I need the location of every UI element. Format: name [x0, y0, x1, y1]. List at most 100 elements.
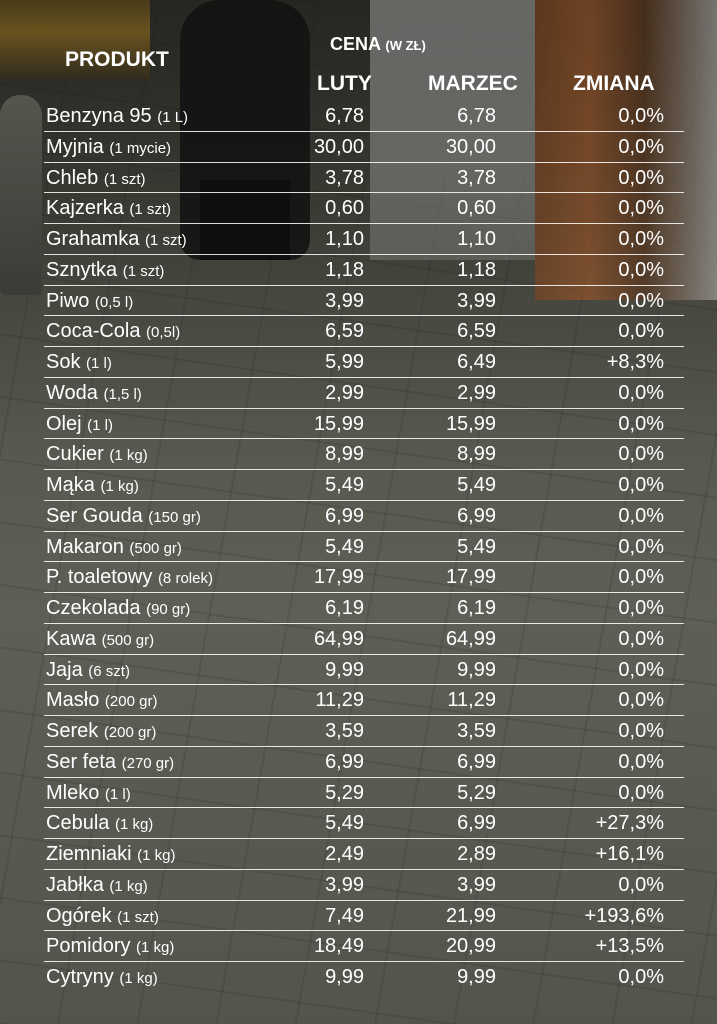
product-unit: (1 szt) [103, 170, 146, 188]
product-name: Woda [46, 381, 98, 404]
product-name: Ogórek [46, 904, 112, 927]
price-marzec-cell: 9,99 [457, 966, 496, 988]
product-name: Olej [46, 412, 82, 435]
price-marzec-cell: 3,99 [457, 289, 496, 312]
price-luty-cell: 17,99 [313, 566, 364, 589]
table-row: Chleb (1 szt) 3,78 3,78 0,0% [44, 163, 684, 194]
table-row: Jabłka (1 kg) 3,99 3,99 0,0% [44, 870, 684, 901]
header-cena: CENA (W ZŁ) [330, 34, 426, 55]
price-luty-cell: 7,49 [325, 904, 364, 927]
price-luty-cell: 18,49 [313, 935, 364, 958]
table-row: Sok (1 l) 5,99 6,49 +8,3% [44, 347, 684, 378]
table-row: Ser feta (270 gr) 6,99 6,99 0,0% [44, 747, 684, 778]
product-name-cell: Cytryny (1 kg) [46, 965, 158, 991]
product-name-cell: Piwo (0,5 l) [46, 289, 133, 315]
product-unit: (1 szt) [117, 908, 159, 926]
product-name-cell: Pomidory (1 kg) [46, 934, 174, 960]
price-marzec-cell: 15,99 [445, 412, 496, 435]
price-marzec-cell: 3,99 [457, 873, 496, 896]
price-marzec-cell: 21,99 [445, 904, 496, 927]
product-unit: (1 kg) [100, 478, 139, 495]
product-name-cell: Czekolada (90 gr) [46, 596, 190, 622]
product-unit: (90 gr) [146, 601, 191, 618]
product-name: Pomidory [46, 935, 131, 958]
product-name: Masło [46, 689, 100, 712]
product-name-cell: Benzyna 95 (1 L) [46, 104, 188, 130]
product-name-cell: Sznytka (1 szt) [46, 258, 164, 284]
price-luty-cell: 6,19 [325, 597, 364, 619]
change-cell: +193,6% [584, 904, 664, 927]
product-name: Makaron [46, 535, 124, 558]
table-row: Kajzerka (1 szt) 0,60 0,60 0,0% [44, 193, 684, 224]
product-name: P. toaletowy [46, 566, 153, 589]
product-name: Piwo [46, 289, 90, 312]
product-unit: (1 szt) [122, 262, 165, 280]
product-name-cell: Coca-Cola (0,5l) [46, 319, 180, 345]
table-row: Pomidory (1 kg) 18,49 20,99 +13,5% [44, 931, 684, 962]
table-row: Masło (200 gr) 11,29 11,29 0,0% [44, 685, 684, 716]
product-name-cell: Cukier (1 kg) [46, 442, 148, 468]
price-luty-cell: 64,99 [313, 627, 364, 650]
header-marzec: MARZEC [428, 72, 518, 95]
product-unit: (500 gr) [129, 539, 182, 557]
product-name: Czekolada [46, 597, 141, 619]
price-luty-cell: 3,99 [325, 289, 364, 312]
price-luty-cell: 5,49 [325, 474, 364, 496]
product-unit: (500 gr) [101, 631, 155, 649]
change-cell: +16,1% [595, 843, 664, 865]
table-row: Cebula (1 kg) 5,49 6,99 +27,3% [44, 808, 684, 839]
product-name: Serek [46, 720, 99, 742]
price-marzec-cell: 5,49 [457, 535, 496, 558]
product-name-cell: Ser Gouda (150 gr) [46, 504, 201, 530]
product-name-cell: Mąka (1 kg) [46, 473, 139, 499]
change-cell: 0,0% [618, 873, 664, 896]
change-cell: 0,0% [618, 566, 664, 589]
table-row: Ziemniaki (1 kg) 2,49 2,89 +16,1% [44, 839, 684, 870]
table-row: Mąka (1 kg) 5,49 5,49 0,0% [44, 470, 684, 501]
product-unit: (1 kg) [136, 939, 175, 957]
price-marzec-cell: 17,99 [445, 566, 496, 589]
price-luty-cell: 5,99 [325, 351, 364, 373]
product-unit: (200 gr) [104, 693, 158, 711]
price-marzec-cell: 20,99 [445, 935, 496, 958]
product-name: Benzyna 95 [46, 105, 152, 127]
change-cell: 0,0% [618, 105, 664, 127]
header-luty: LUTY [317, 72, 372, 95]
price-luty-cell: 2,99 [325, 381, 364, 404]
product-name-cell: Serek (200 gr) [46, 719, 156, 745]
product-name-cell: Jabłka (1 kg) [46, 873, 148, 899]
price-luty-cell: 15,99 [313, 412, 364, 435]
product-name: Jaja [46, 658, 83, 681]
table-row: Ser Gouda (150 gr) 6,99 6,99 0,0% [44, 501, 684, 532]
header-cena-unit: (W ZŁ) [385, 38, 426, 53]
table-row: Mleko (1 l) 5,29 5,29 0,0% [44, 778, 684, 809]
table-row: Makaron (500 gr) 5,49 5,49 0,0% [44, 532, 684, 563]
product-name-cell: Jaja (6 szt) [46, 658, 130, 684]
product-name: Grahamka [46, 228, 140, 250]
price-marzec-cell: 11,29 [447, 689, 496, 712]
product-name: Cukier [46, 443, 104, 466]
bakery-shelf [0, 0, 150, 80]
price-marzec-cell: 3,78 [457, 166, 496, 189]
product-name: Sznytka [46, 258, 118, 281]
price-luty-cell: 5,49 [325, 812, 364, 835]
table-row: Ogórek (1 szt) 7,49 21,99 +193,6% [44, 901, 684, 932]
table-row: Myjnia (1 mycie) 30,00 30,00 0,0% [44, 132, 684, 163]
table-row: Serek (200 gr) 3,59 3,59 0,0% [44, 716, 684, 747]
table-row: Jaja (6 szt) 9,99 9,99 0,0% [44, 655, 684, 686]
table-row: Cytryny (1 kg) 9,99 9,99 0,0% [44, 962, 684, 993]
price-marzec-cell: 9,99 [457, 658, 496, 681]
price-luty-cell: 2,49 [325, 843, 364, 865]
price-marzec-cell: 3,59 [457, 720, 496, 742]
product-name: Cebula [46, 812, 110, 835]
table-row: Cukier (1 kg) 8,99 8,99 0,0% [44, 439, 684, 470]
product-unit: (1 l) [104, 785, 131, 803]
product-name-cell: Woda (1,5 l) [46, 381, 142, 407]
price-luty-cell: 3,78 [325, 166, 364, 189]
price-luty-cell: 9,99 [325, 966, 364, 988]
change-cell: 0,0% [618, 966, 664, 988]
product-name: Kawa [46, 627, 97, 650]
price-marzec-cell: 6,49 [457, 351, 496, 373]
header-zmiana: ZMIANA [573, 72, 655, 95]
